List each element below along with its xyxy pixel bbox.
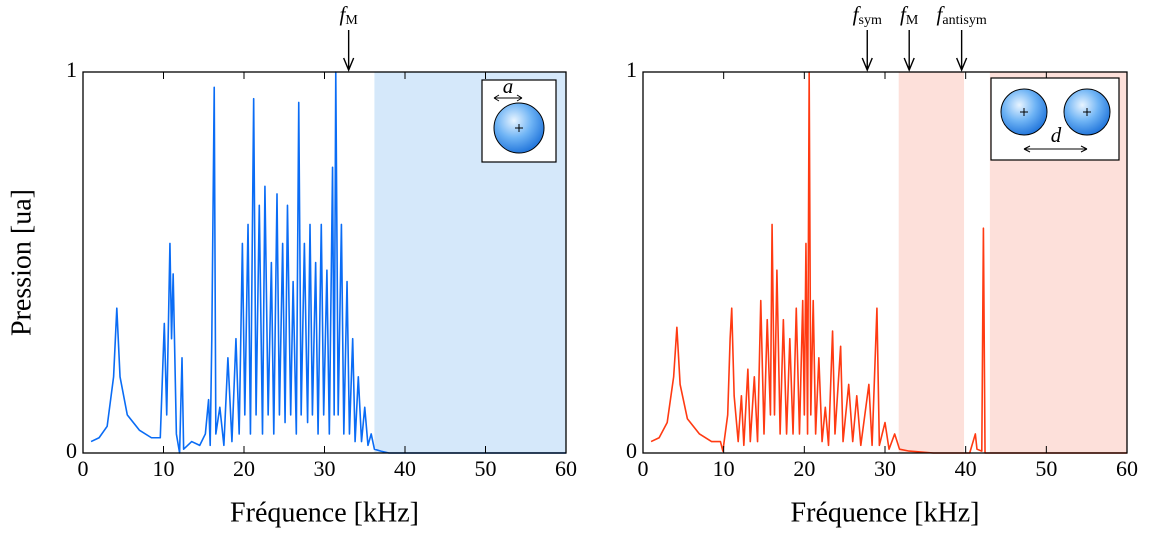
x-tick-label: 60	[1116, 456, 1138, 481]
y-tick-label: 1	[626, 57, 637, 82]
y-tick-label: 1	[66, 57, 77, 82]
annotation-label: fM	[340, 2, 359, 28]
x-tick-label: 30	[874, 456, 896, 481]
arrow	[903, 30, 915, 72]
x-axis-label: Fréquence [kHz]	[230, 497, 419, 528]
x-axis-label: Fréquence [kHz]	[791, 497, 980, 528]
y-axis-label: Pression [ua]	[6, 189, 37, 336]
x-tick-label: 40	[955, 456, 977, 481]
annotation-subscript: M	[345, 13, 358, 28]
arrow	[861, 30, 873, 72]
center	[1020, 108, 1091, 116]
inset-label: d	[1051, 123, 1062, 147]
annotation-subscript: sym	[859, 13, 882, 28]
x-tick-label: 60	[555, 456, 577, 481]
x-tick-label: 0	[78, 456, 89, 481]
spectrum-line	[650, 71, 1127, 454]
annotation-label: fantisym	[937, 2, 987, 28]
distance-arrow	[1023, 145, 1088, 153]
annotation-symbol: f	[853, 2, 862, 26]
x-tick-label: 30	[314, 456, 336, 481]
annotation-symbol: f	[937, 2, 946, 26]
x-tick-label: 50	[475, 456, 497, 481]
spectrum-line	[90, 71, 566, 454]
x-tick-label: 20	[793, 456, 815, 481]
arrow	[343, 30, 355, 72]
x-tick-label: 40	[394, 456, 416, 481]
insets: a d	[481, 74, 1120, 163]
annotation-label: fsym	[853, 2, 882, 28]
radius-arrow	[493, 94, 523, 102]
annotation-symbol: f	[340, 2, 349, 26]
annotation-symbol: f	[900, 2, 909, 26]
annotation-label: fM	[900, 2, 919, 28]
annotation-subscript: M	[906, 13, 919, 28]
inset-label: a	[503, 74, 514, 98]
shaded-region	[898, 72, 965, 453]
center	[515, 124, 523, 132]
annotation-subscript: antisym	[942, 13, 986, 28]
y-tick-label: 0	[626, 438, 637, 463]
x-tick-label: 50	[1035, 456, 1057, 481]
x-tick-label: 10	[153, 456, 175, 481]
x-tick-label: 10	[713, 456, 735, 481]
arrow	[955, 30, 968, 72]
x-tick-label: 0	[638, 456, 649, 481]
x-tick-label: 20	[233, 456, 255, 481]
y-tick-label: 0	[66, 438, 77, 463]
